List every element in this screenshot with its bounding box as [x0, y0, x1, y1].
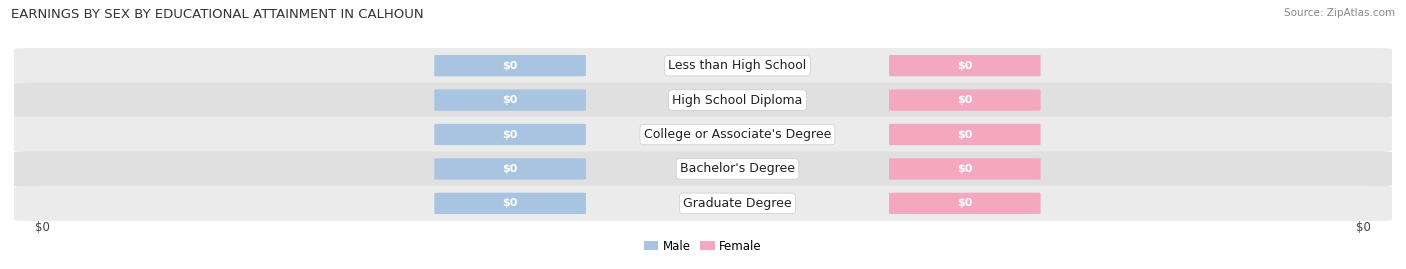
FancyBboxPatch shape [889, 158, 1040, 180]
FancyBboxPatch shape [889, 55, 1040, 76]
Text: Less than High School: Less than High School [668, 59, 807, 72]
FancyBboxPatch shape [889, 89, 1040, 111]
FancyBboxPatch shape [434, 193, 586, 214]
Text: College or Associate's Degree: College or Associate's Degree [644, 128, 831, 141]
Text: $0: $0 [1357, 221, 1371, 233]
FancyBboxPatch shape [434, 158, 586, 180]
FancyBboxPatch shape [14, 117, 1392, 152]
Text: $0: $0 [502, 61, 517, 71]
FancyBboxPatch shape [434, 124, 586, 145]
FancyBboxPatch shape [14, 83, 1392, 118]
Text: EARNINGS BY SEX BY EDUCATIONAL ATTAINMENT IN CALHOUN: EARNINGS BY SEX BY EDUCATIONAL ATTAINMEN… [11, 8, 423, 21]
Text: Graduate Degree: Graduate Degree [683, 197, 792, 210]
Text: $0: $0 [957, 164, 973, 174]
Text: $0: $0 [35, 221, 49, 233]
FancyBboxPatch shape [889, 124, 1040, 145]
FancyBboxPatch shape [14, 186, 1392, 221]
Legend: Male, Female: Male, Female [644, 240, 762, 253]
Text: $0: $0 [957, 198, 973, 208]
Text: Bachelor's Degree: Bachelor's Degree [681, 162, 794, 175]
FancyBboxPatch shape [14, 151, 1392, 186]
FancyBboxPatch shape [434, 89, 586, 111]
Text: $0: $0 [957, 129, 973, 140]
FancyBboxPatch shape [14, 48, 1392, 83]
Text: $0: $0 [502, 95, 517, 105]
Text: Source: ZipAtlas.com: Source: ZipAtlas.com [1284, 8, 1395, 18]
Text: $0: $0 [957, 61, 973, 71]
FancyBboxPatch shape [889, 193, 1040, 214]
Text: $0: $0 [957, 95, 973, 105]
Text: $0: $0 [502, 129, 517, 140]
Text: $0: $0 [502, 198, 517, 208]
Text: High School Diploma: High School Diploma [672, 94, 803, 107]
FancyBboxPatch shape [434, 55, 586, 76]
Text: $0: $0 [502, 164, 517, 174]
